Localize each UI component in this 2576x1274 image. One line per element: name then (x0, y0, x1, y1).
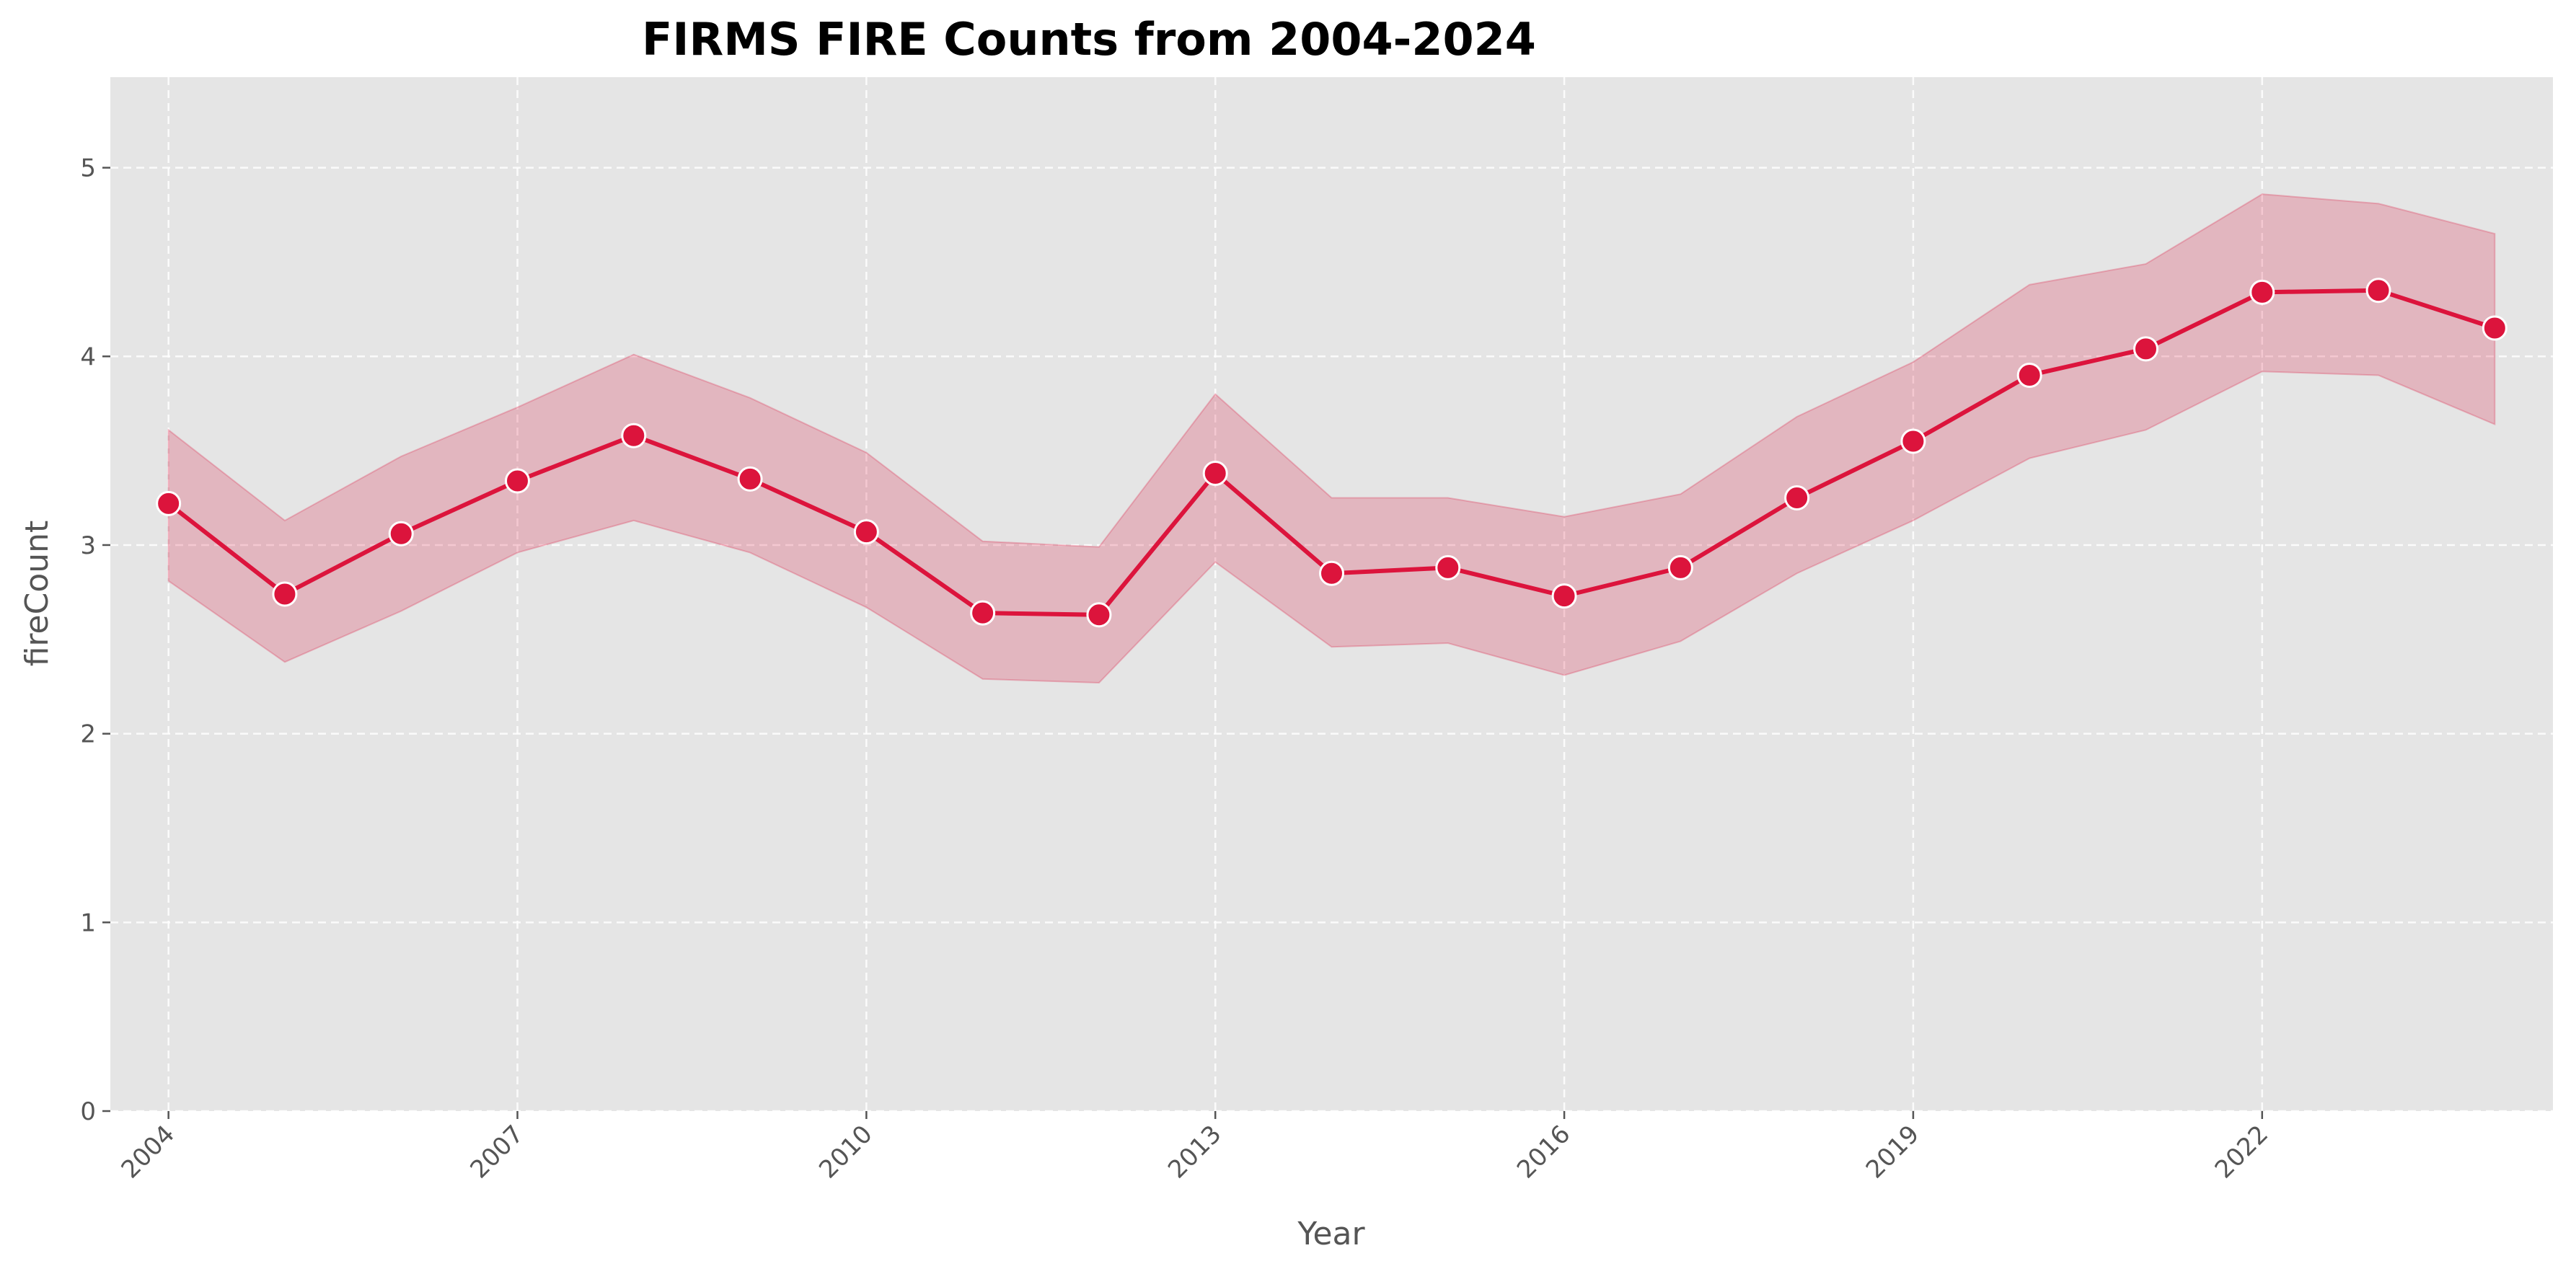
y-tick-label: 4 (80, 342, 96, 371)
x-tick-label: 2019 (1861, 1120, 1925, 1184)
grid-lines (110, 77, 2553, 1112)
x-tick-label: 2010 (813, 1120, 878, 1184)
data-point (1551, 583, 1577, 609)
x-tick-label: 2004 (116, 1120, 180, 1184)
chart-title: FIRMS FIRE Counts from 2004-2024 (642, 13, 1536, 66)
x-axis-ticks: 2004 2007 2010 2013 2016 2019 2022 (116, 1111, 2274, 1185)
x-tick-label: 2007 (464, 1120, 529, 1184)
data-point (2016, 362, 2042, 388)
y-tick-label: 1 (80, 908, 96, 937)
data-point (2482, 315, 2507, 341)
data-point (272, 581, 298, 607)
data-point (2249, 279, 2275, 305)
data-point (2365, 278, 2391, 304)
x-tick-label: 2022 (2210, 1120, 2274, 1184)
data-points (156, 278, 2507, 628)
data-point (156, 490, 182, 516)
data-point (970, 600, 996, 626)
x-axis-title: Year (1297, 1216, 1365, 1252)
y-axis-title: fireCount (19, 521, 56, 667)
data-point (1202, 461, 1228, 487)
y-axis-ticks: 0 1 2 3 4 5 (80, 154, 110, 1126)
data-point (388, 521, 414, 547)
y-tick-label: 3 (80, 531, 96, 560)
data-point (505, 468, 530, 494)
y-tick-label: 5 (80, 154, 96, 183)
data-point (853, 519, 879, 545)
data-point (1435, 554, 1461, 580)
data-point (1667, 554, 1693, 580)
data-point (737, 466, 763, 492)
y-tick-label: 0 (80, 1097, 96, 1126)
data-point (1086, 602, 1112, 628)
x-tick-label: 2016 (1512, 1120, 1576, 1184)
data-point (621, 423, 647, 448)
y-tick-label: 2 (80, 720, 96, 749)
data-point (1319, 560, 1344, 586)
data-point (1784, 485, 1810, 511)
data-point (2133, 336, 2158, 362)
x-tick-label: 2013 (1163, 1120, 1227, 1184)
data-point (1900, 428, 1926, 454)
